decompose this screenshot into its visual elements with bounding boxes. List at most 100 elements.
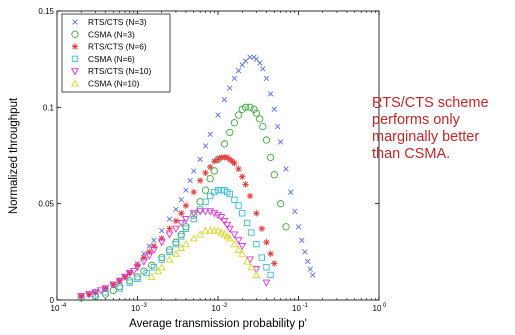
data-point xyxy=(102,289,109,296)
x-tick-exponent: 0 xyxy=(383,303,387,309)
legend: RTS/CTS (N=3) CSMA (N=3) RTS/CTS (N=6) CSMA… xyxy=(61,13,171,93)
legend-marker xyxy=(71,79,79,87)
data-point xyxy=(183,187,189,193)
data-point xyxy=(202,143,209,149)
data-point xyxy=(151,237,157,243)
data-point xyxy=(177,243,186,251)
data-point xyxy=(287,189,294,195)
data-point xyxy=(235,202,242,209)
data-point xyxy=(150,264,158,271)
annotation-line: performs only xyxy=(372,112,460,128)
data-point xyxy=(182,225,190,232)
data-point xyxy=(210,210,219,218)
data-point xyxy=(133,273,142,281)
data-point xyxy=(126,269,133,277)
data-point xyxy=(202,169,209,177)
data-point xyxy=(220,217,229,226)
data-point xyxy=(202,198,209,205)
data-point xyxy=(292,208,298,215)
data-point xyxy=(243,257,252,265)
data-point xyxy=(196,230,205,238)
data-point xyxy=(263,75,270,82)
data-point xyxy=(147,272,156,280)
data-point xyxy=(143,269,150,277)
data-point xyxy=(182,223,190,231)
x-tick-label: 10 xyxy=(51,304,60,313)
data-point xyxy=(126,279,133,286)
y-axis-ticks: 0 0.05 0.1 0.15 xyxy=(38,7,379,305)
data-point xyxy=(78,292,85,300)
data-point xyxy=(177,219,186,228)
data-point xyxy=(190,188,197,196)
data-point xyxy=(166,248,173,256)
data-point xyxy=(215,112,221,118)
legend-marker xyxy=(71,68,79,76)
data-point xyxy=(177,230,185,239)
data-point xyxy=(165,255,174,263)
data-point xyxy=(214,187,222,194)
data-point xyxy=(262,136,271,144)
y-tick-label: 0.1 xyxy=(43,103,55,112)
legend-marker xyxy=(71,30,79,38)
data-point xyxy=(238,249,247,257)
legend-label: RTS/CTS (N=3) xyxy=(88,17,147,27)
data-point xyxy=(304,258,311,265)
data-point xyxy=(234,237,243,245)
data-point xyxy=(158,256,165,263)
data-point xyxy=(211,158,218,165)
data-point xyxy=(217,214,226,222)
data-point xyxy=(250,105,258,113)
data-point xyxy=(187,177,193,184)
data-point xyxy=(182,202,190,209)
x-axis-ticks: 10 -4 10 -3 10 -2 10 -1 10 0 xyxy=(51,11,387,313)
data-point xyxy=(190,211,198,219)
data-point xyxy=(171,225,180,233)
data-point xyxy=(121,273,129,282)
data-point xyxy=(295,224,302,230)
x-tick-exponent: -4 xyxy=(61,303,67,309)
data-point xyxy=(96,287,105,295)
data-point xyxy=(85,291,93,298)
data-point xyxy=(207,131,213,138)
data-point xyxy=(210,167,218,175)
series-star xyxy=(78,154,278,300)
data-point xyxy=(214,226,222,234)
legend-label: CSMA (N=6) xyxy=(88,54,135,64)
data-point xyxy=(140,254,148,261)
data-point xyxy=(214,212,222,220)
legend-marker xyxy=(72,19,78,25)
x-tick-exponent: -2 xyxy=(222,303,228,309)
data-point xyxy=(101,285,110,293)
data-point xyxy=(235,165,242,173)
data-point xyxy=(92,291,99,298)
data-point xyxy=(248,229,255,236)
data-point xyxy=(211,188,218,196)
data-point xyxy=(146,248,153,256)
data-point xyxy=(134,275,141,282)
series-triangle-up xyxy=(147,226,261,280)
data-point xyxy=(258,254,265,261)
data-point xyxy=(102,285,109,292)
data-point xyxy=(234,245,243,253)
data-point xyxy=(257,60,263,66)
data-point xyxy=(231,75,238,82)
data-point xyxy=(189,234,198,242)
data-point xyxy=(129,268,138,276)
data-point xyxy=(226,190,233,198)
data-point xyxy=(110,281,117,288)
data-point xyxy=(206,226,215,234)
data-point xyxy=(77,293,86,301)
data-point xyxy=(217,228,226,236)
data-point xyxy=(246,192,254,200)
data-point xyxy=(227,85,233,91)
data-markers xyxy=(77,54,316,302)
data-point xyxy=(276,200,285,208)
data-point xyxy=(266,153,275,162)
data-point xyxy=(133,264,142,272)
series-circle xyxy=(77,103,290,302)
data-point xyxy=(226,128,234,137)
data-point xyxy=(260,66,266,72)
annotation-line: marginally better xyxy=(372,129,480,145)
data-point xyxy=(182,216,190,224)
data-point xyxy=(157,263,166,271)
